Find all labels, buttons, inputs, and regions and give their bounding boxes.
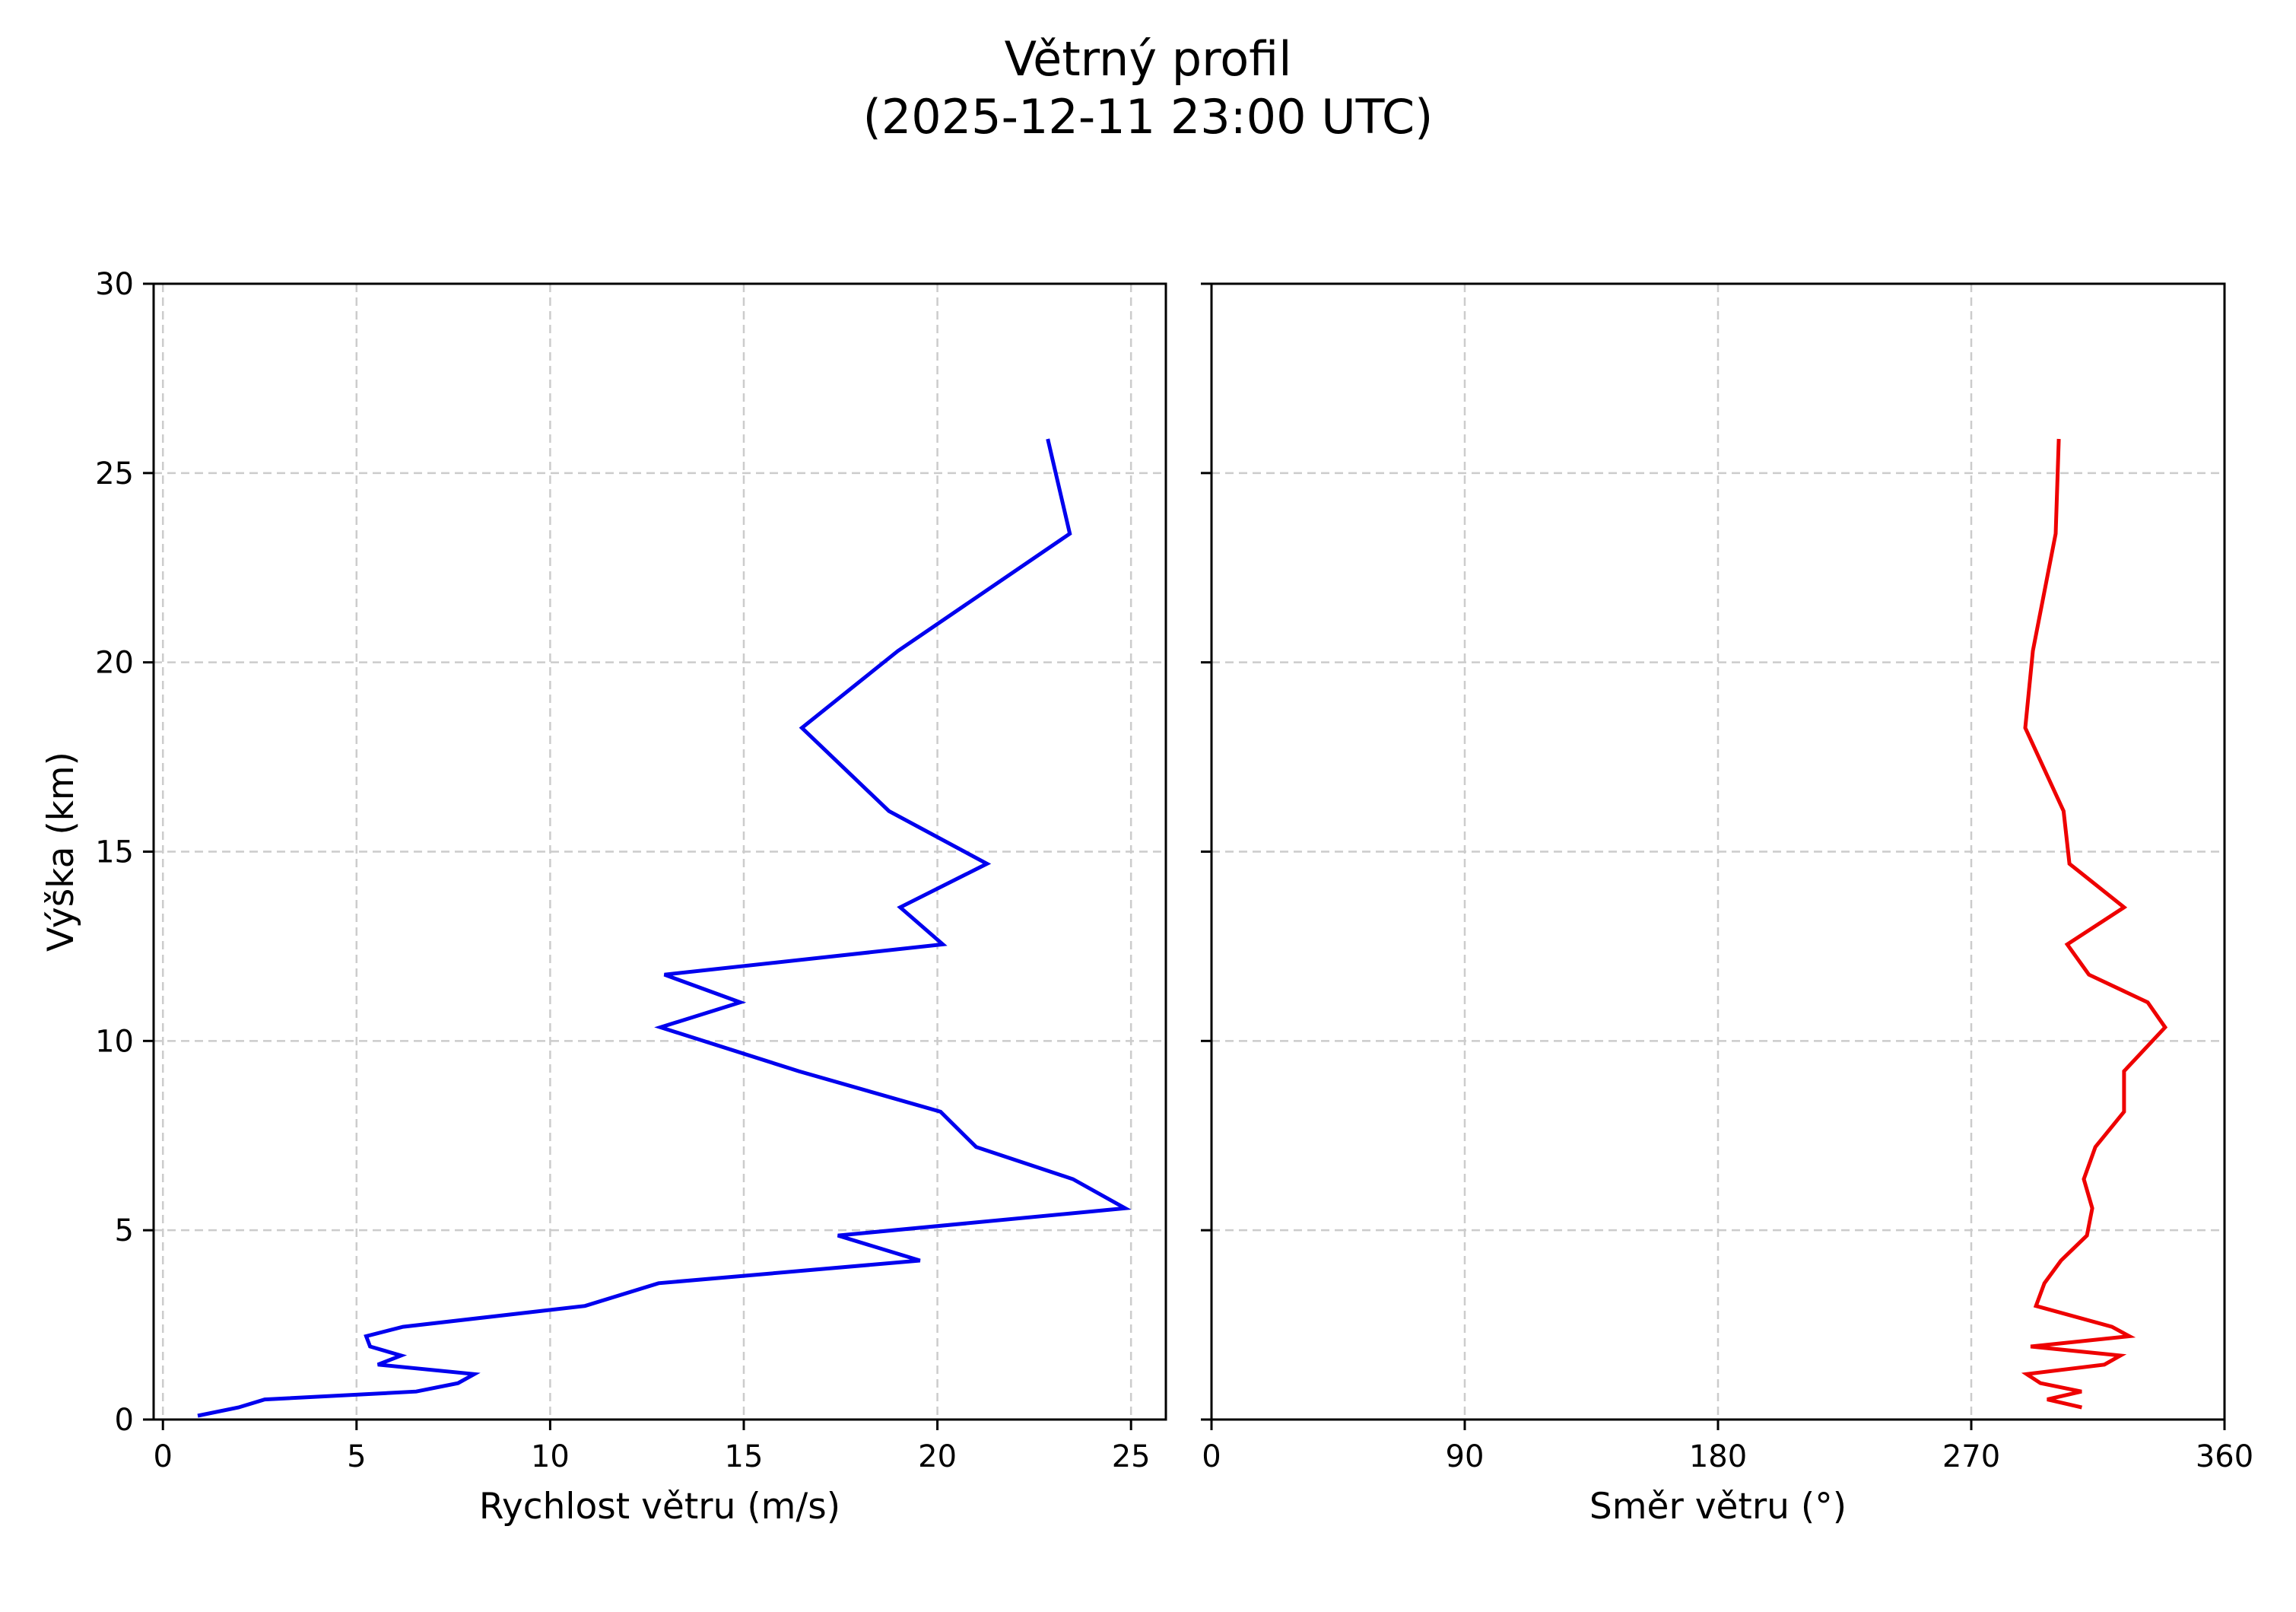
height-y-axis-label: Výška (km) — [40, 752, 82, 952]
x-tick-label: 25 — [1112, 1439, 1151, 1474]
y-tick-label: 30 — [95, 267, 134, 302]
x-tick-label: 0 — [1202, 1439, 1221, 1474]
y-tick-label: 15 — [95, 835, 134, 870]
y-tick-label: 25 — [95, 456, 134, 491]
x-tick-label: 5 — [347, 1439, 366, 1474]
wind-direction-line — [2021, 438, 2168, 1410]
figure-title-line1: Větrný profil — [1004, 31, 1292, 87]
x-tick-label: 15 — [725, 1439, 764, 1474]
y-tick-label: 10 — [95, 1024, 134, 1059]
x-tick-label: 0 — [153, 1439, 172, 1474]
y-tick-label: 20 — [95, 646, 134, 681]
wind-speed-x-axis-label: Rychlost větru (m/s) — [479, 1486, 840, 1528]
figure-title-line2: (2025-12-11 23:00 UTC) — [862, 89, 1434, 145]
y-tick-label: 5 — [115, 1213, 134, 1248]
x-tick-label: 90 — [1446, 1439, 1485, 1474]
wind-speed-grid — [154, 282, 1166, 1421]
x-tick-label: 180 — [1689, 1439, 1747, 1474]
wind-speed-line — [197, 438, 1132, 1418]
figure-title: Větrný profil (2025-12-11 23:00 UTC) — [0, 30, 2296, 146]
x-tick-label: 360 — [2196, 1439, 2253, 1474]
wind-direction-panel: 0 90 180 270 360 Směr větru (°) — [1201, 282, 2253, 1528]
y-tick-label: 0 — [115, 1403, 134, 1438]
wind-direction-ticks: 0 90 180 270 360 — [1201, 282, 2253, 1474]
wind-speed-panel: 0 5 10 15 20 25 0 5 10 15 20 25 30 Rychlost větru (m… — [40, 267, 1167, 1528]
wind-speed-ticks: 0 5 10 15 20 25 0 5 10 15 20 25 30 — [95, 267, 1151, 1474]
x-tick-label: 10 — [531, 1439, 570, 1474]
x-tick-label: 270 — [1942, 1439, 2000, 1474]
wind-direction-x-axis-label: Směr větru (°) — [1589, 1486, 1847, 1528]
x-tick-label: 20 — [918, 1439, 957, 1474]
